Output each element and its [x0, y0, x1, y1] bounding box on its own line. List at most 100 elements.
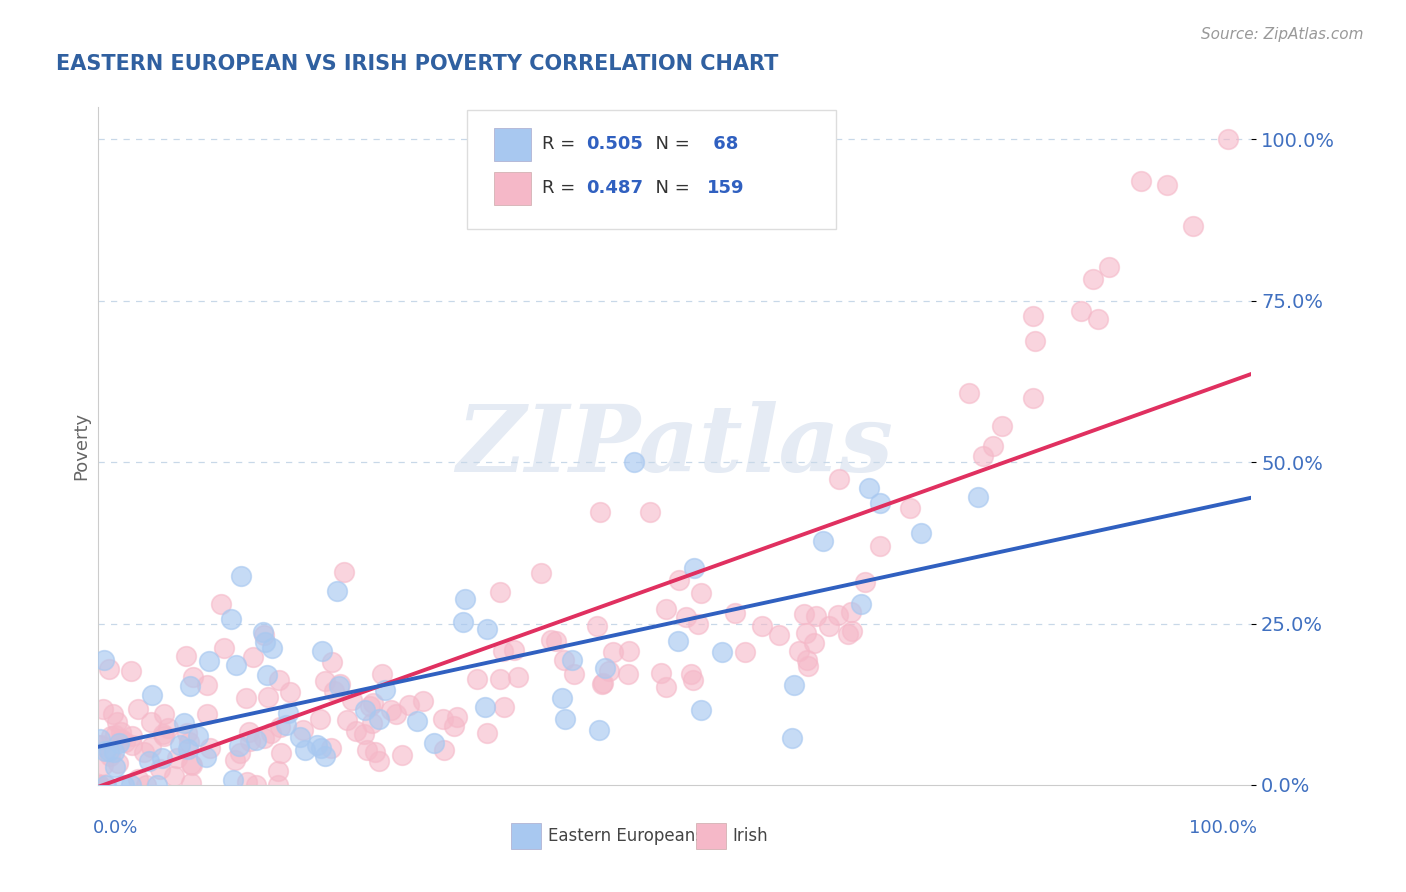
Point [811, 534, 834, 549]
Point [162, 769, 184, 783]
Point [146, 778, 169, 792]
Point [180, 757, 202, 772]
Point [174, 648, 197, 663]
Point [380, 703, 402, 717]
Point [353, 727, 375, 741]
Point [169, 738, 191, 752]
Point [391, 748, 413, 763]
Point [592, 676, 614, 690]
Point [910, 526, 932, 541]
Point [967, 490, 990, 504]
Point [475, 726, 498, 740]
Point [585, 619, 607, 633]
Point [141, 688, 163, 702]
Point [1156, 178, 1178, 192]
Point [589, 505, 612, 519]
Point [467, 672, 489, 686]
Point [90, 739, 112, 753]
Text: 68: 68 [707, 136, 738, 153]
Point [224, 754, 246, 768]
Point [242, 650, 264, 665]
Point [311, 644, 333, 658]
Point [858, 481, 880, 495]
Point [1070, 303, 1092, 318]
Point [229, 747, 252, 761]
Point [489, 585, 512, 599]
Point [851, 598, 873, 612]
Point [855, 575, 877, 590]
Point [110, 731, 132, 746]
Point [256, 668, 278, 682]
Point [828, 472, 851, 486]
Point [238, 724, 260, 739]
Point [474, 699, 496, 714]
Point [180, 776, 202, 790]
Point [93, 652, 115, 666]
Point [127, 702, 149, 716]
Point [489, 672, 512, 686]
Point [682, 673, 704, 687]
Point [319, 741, 342, 756]
Y-axis label: Poverty: Poverty [72, 412, 90, 480]
Point [650, 666, 672, 681]
Point [751, 619, 773, 633]
Point [796, 653, 818, 667]
Point [257, 690, 280, 704]
Point [228, 739, 250, 753]
Point [354, 703, 377, 717]
Point [972, 450, 994, 464]
Point [827, 607, 849, 622]
FancyBboxPatch shape [512, 823, 541, 849]
Point [1129, 173, 1152, 187]
Point [689, 586, 711, 600]
Point [364, 745, 387, 759]
Point [94, 778, 117, 792]
Point [839, 605, 862, 619]
Point [453, 615, 475, 630]
Point [259, 725, 281, 739]
Point [367, 754, 389, 768]
Point [89, 732, 111, 747]
Point [530, 566, 553, 581]
Point [540, 632, 562, 647]
Point [491, 643, 513, 657]
Point [245, 778, 267, 792]
Point [267, 778, 290, 792]
Point [138, 754, 160, 768]
Point [340, 693, 363, 707]
Point [991, 418, 1014, 433]
Point [274, 717, 297, 731]
Point [132, 745, 155, 759]
Point [179, 679, 201, 693]
Point [690, 703, 713, 717]
Point [841, 624, 863, 639]
Point [91, 702, 114, 716]
Point [266, 764, 288, 778]
Point [120, 664, 142, 678]
Point [368, 712, 391, 726]
Point [328, 679, 350, 693]
Point [328, 677, 350, 691]
Point [780, 731, 803, 745]
Point [1081, 272, 1104, 286]
Point [212, 641, 235, 656]
Point [768, 627, 790, 641]
Point [253, 731, 276, 745]
Point [446, 710, 468, 724]
Point [361, 716, 384, 731]
Point [454, 591, 477, 606]
FancyBboxPatch shape [494, 172, 531, 205]
Point [1087, 311, 1109, 326]
Text: Source: ZipAtlas.com: Source: ZipAtlas.com [1201, 27, 1364, 42]
Point [252, 627, 274, 641]
Point [187, 730, 209, 744]
Point [869, 539, 891, 553]
Point [105, 715, 128, 730]
Point [803, 636, 825, 650]
Point [668, 573, 690, 587]
Point [783, 677, 806, 691]
Point [711, 645, 734, 659]
Point [837, 627, 859, 641]
Point [219, 611, 242, 625]
Point [683, 561, 706, 575]
